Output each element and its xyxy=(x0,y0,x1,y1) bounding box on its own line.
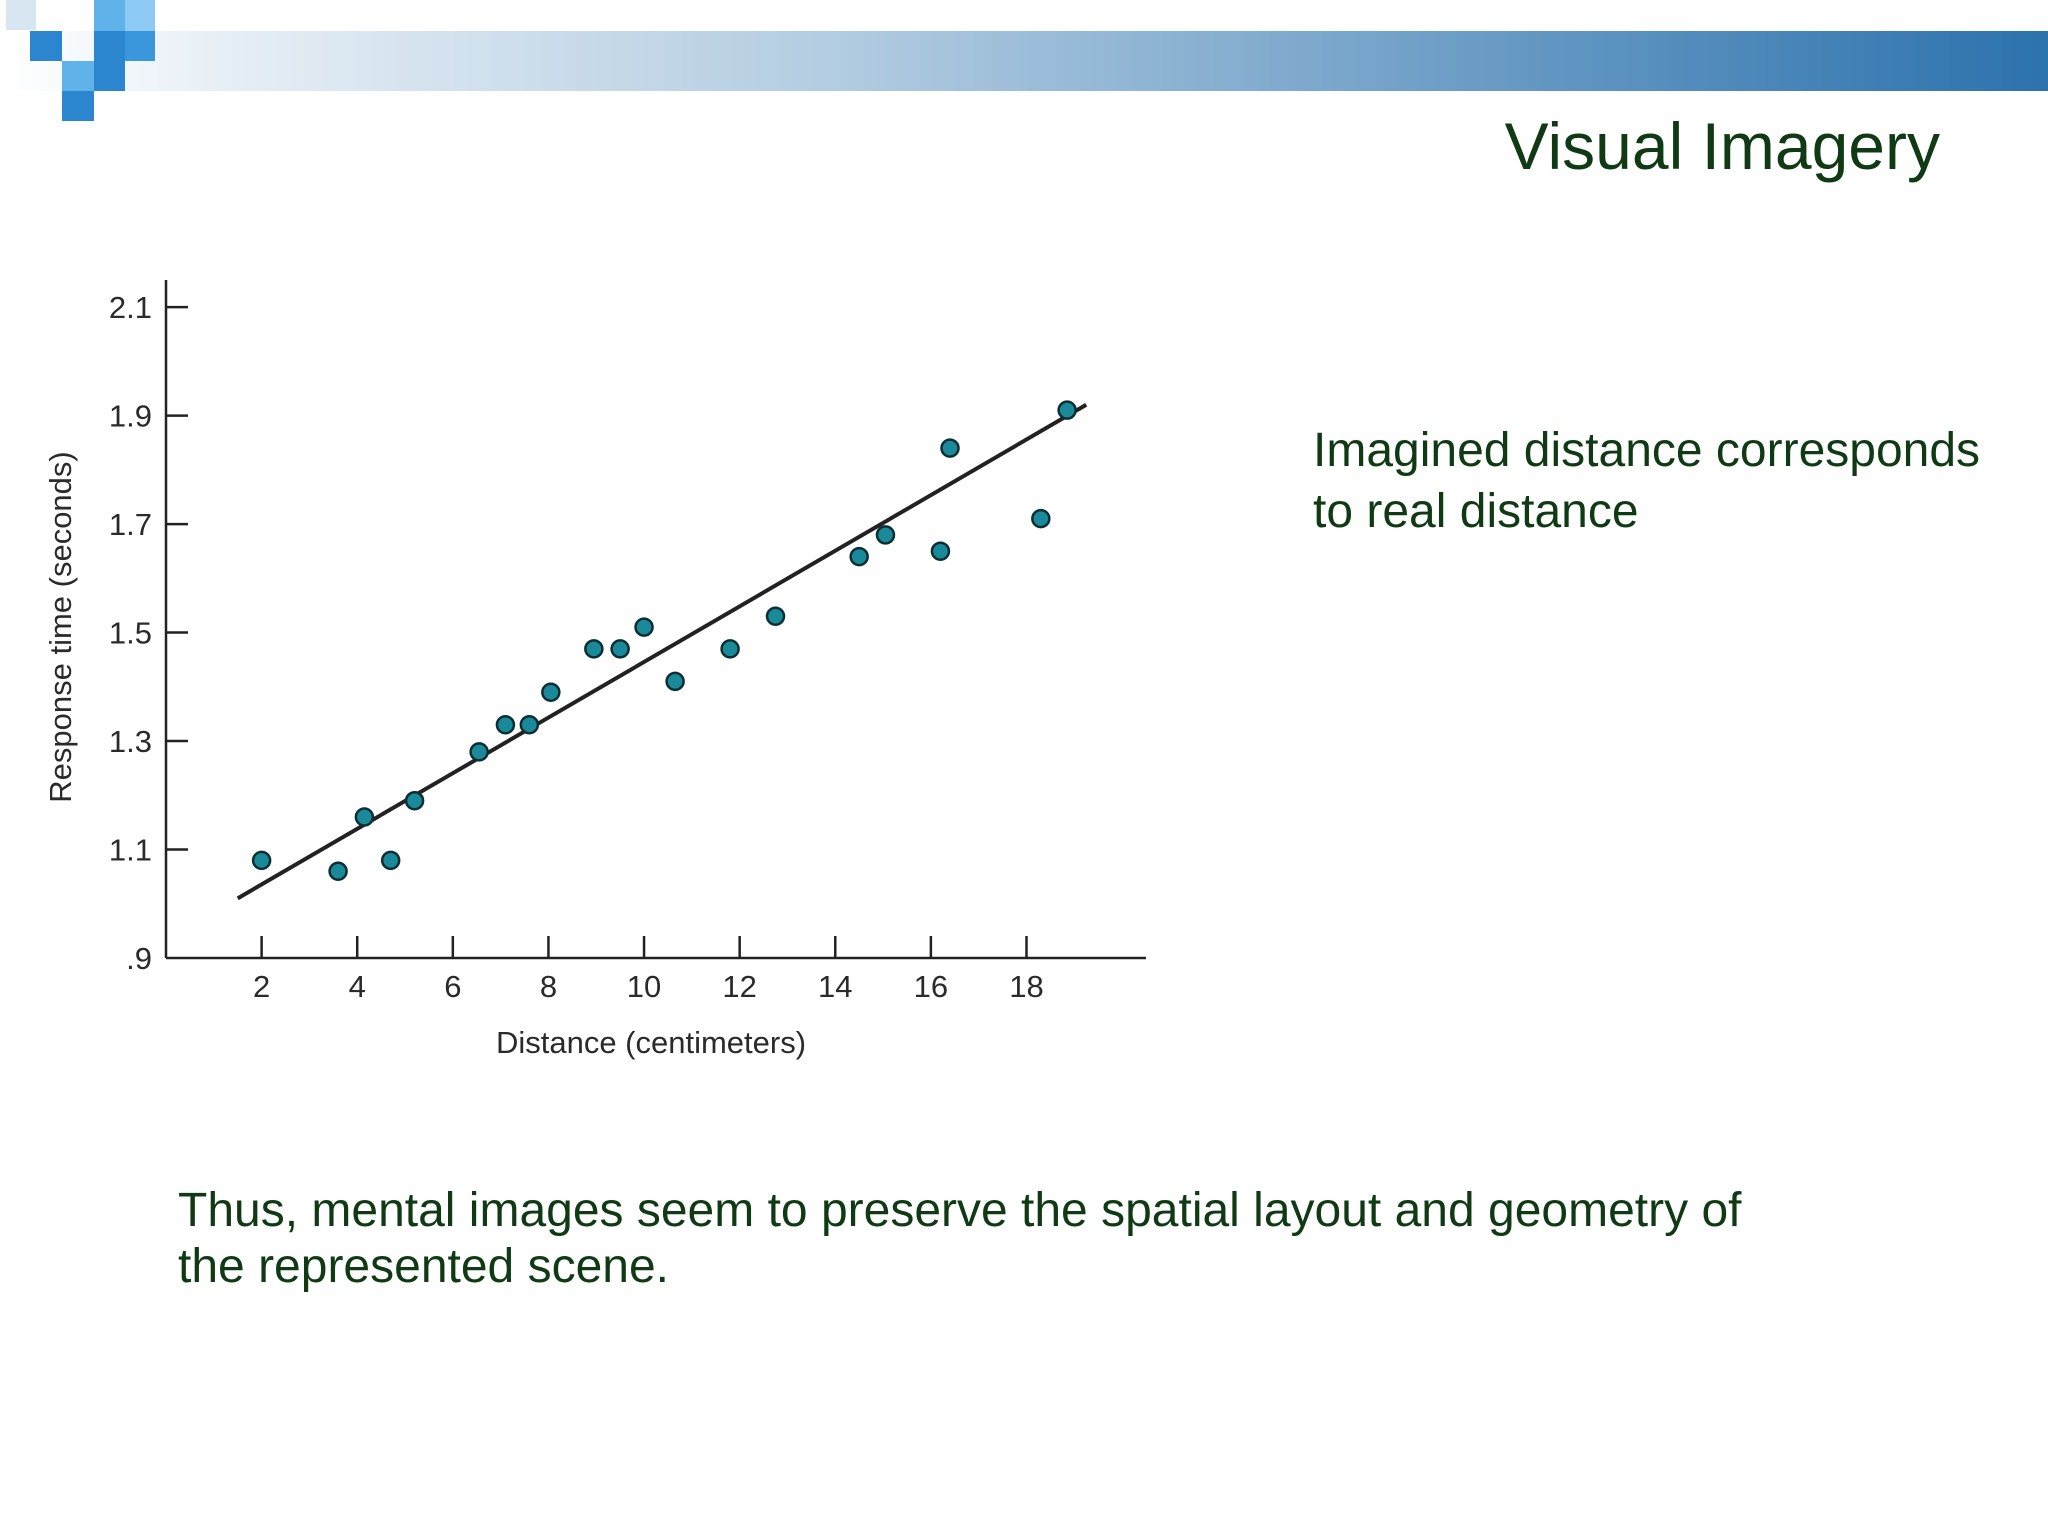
logo-square-f xyxy=(125,31,155,61)
data-point xyxy=(875,525,896,545)
y-axis-ticks: .9 1.1 1.3 1.5 1.7 1.9 2.1 xyxy=(109,290,188,976)
regression-line xyxy=(236,403,1088,901)
logo-square-e xyxy=(94,31,125,61)
logo-square-c xyxy=(125,0,155,31)
data-point xyxy=(765,606,786,627)
x-tick-label: 2 xyxy=(253,969,270,1004)
y-tick-label: 1.1 xyxy=(109,833,152,868)
conclusion-text: Thus, mental images seem to preserve the… xyxy=(178,1183,1898,1295)
data-point xyxy=(251,850,272,871)
data-point xyxy=(541,682,561,702)
x-tick-label: 4 xyxy=(349,969,366,1004)
y-tick-label: 2.1 xyxy=(109,290,152,325)
data-point xyxy=(380,850,401,871)
y-axis-title: Response time (seconds) xyxy=(43,451,78,803)
data-point xyxy=(610,639,630,659)
data-point xyxy=(328,861,348,881)
logo-square-g xyxy=(62,61,94,91)
x-tick-label: 6 xyxy=(444,969,461,1004)
slide-title: Visual Imagery xyxy=(1504,109,1940,183)
y-tick-label: 1.7 xyxy=(109,507,152,542)
data-point xyxy=(519,715,540,735)
data-point xyxy=(469,742,489,762)
x-tick-label: 8 xyxy=(540,969,557,1004)
conclusion-line-1: Thus, mental images seem to preserve the… xyxy=(178,1184,1742,1237)
data-point xyxy=(1057,400,1077,420)
data-points xyxy=(251,400,1077,881)
data-point xyxy=(940,438,960,458)
x-tick-label: 18 xyxy=(1009,969,1043,1004)
header-gradient-band xyxy=(0,31,2048,91)
data-point xyxy=(930,541,951,561)
data-point xyxy=(634,617,654,637)
y-tick-label: 1.3 xyxy=(109,724,152,759)
conclusion-line-2: the represented scene. xyxy=(178,1240,669,1293)
data-point xyxy=(849,546,869,567)
callout-text: Imagined distance corresponds to real di… xyxy=(1313,420,2033,542)
y-tick-label: 1.9 xyxy=(109,399,152,434)
logo-square-h xyxy=(94,61,125,91)
logo-square-a xyxy=(6,0,36,30)
data-point xyxy=(495,715,516,735)
data-point xyxy=(354,807,375,827)
x-tick-label: 16 xyxy=(914,969,948,1004)
x-axis-title: Distance (centimeters) xyxy=(496,1025,806,1060)
data-point xyxy=(584,639,604,659)
data-point xyxy=(1031,508,1051,529)
logo-square-i xyxy=(62,91,94,121)
x-tick-label: 10 xyxy=(627,969,661,1004)
logo-square-d xyxy=(30,31,62,61)
data-point xyxy=(665,671,685,692)
callout-line-2: to real distance xyxy=(1313,485,1639,538)
data-point xyxy=(720,639,740,659)
x-axis-ticks: 2 4 6 8 10 12 14 16 18 xyxy=(253,936,1044,1004)
y-tick-label: .9 xyxy=(126,941,152,976)
callout-line-1: Imagined distance corresponds xyxy=(1313,424,1981,477)
x-tick-label: 14 xyxy=(818,969,852,1004)
x-tick-label: 12 xyxy=(722,969,756,1004)
logo-square-b xyxy=(94,0,125,31)
data-point xyxy=(404,790,425,811)
y-tick-label: 1.5 xyxy=(109,616,152,651)
